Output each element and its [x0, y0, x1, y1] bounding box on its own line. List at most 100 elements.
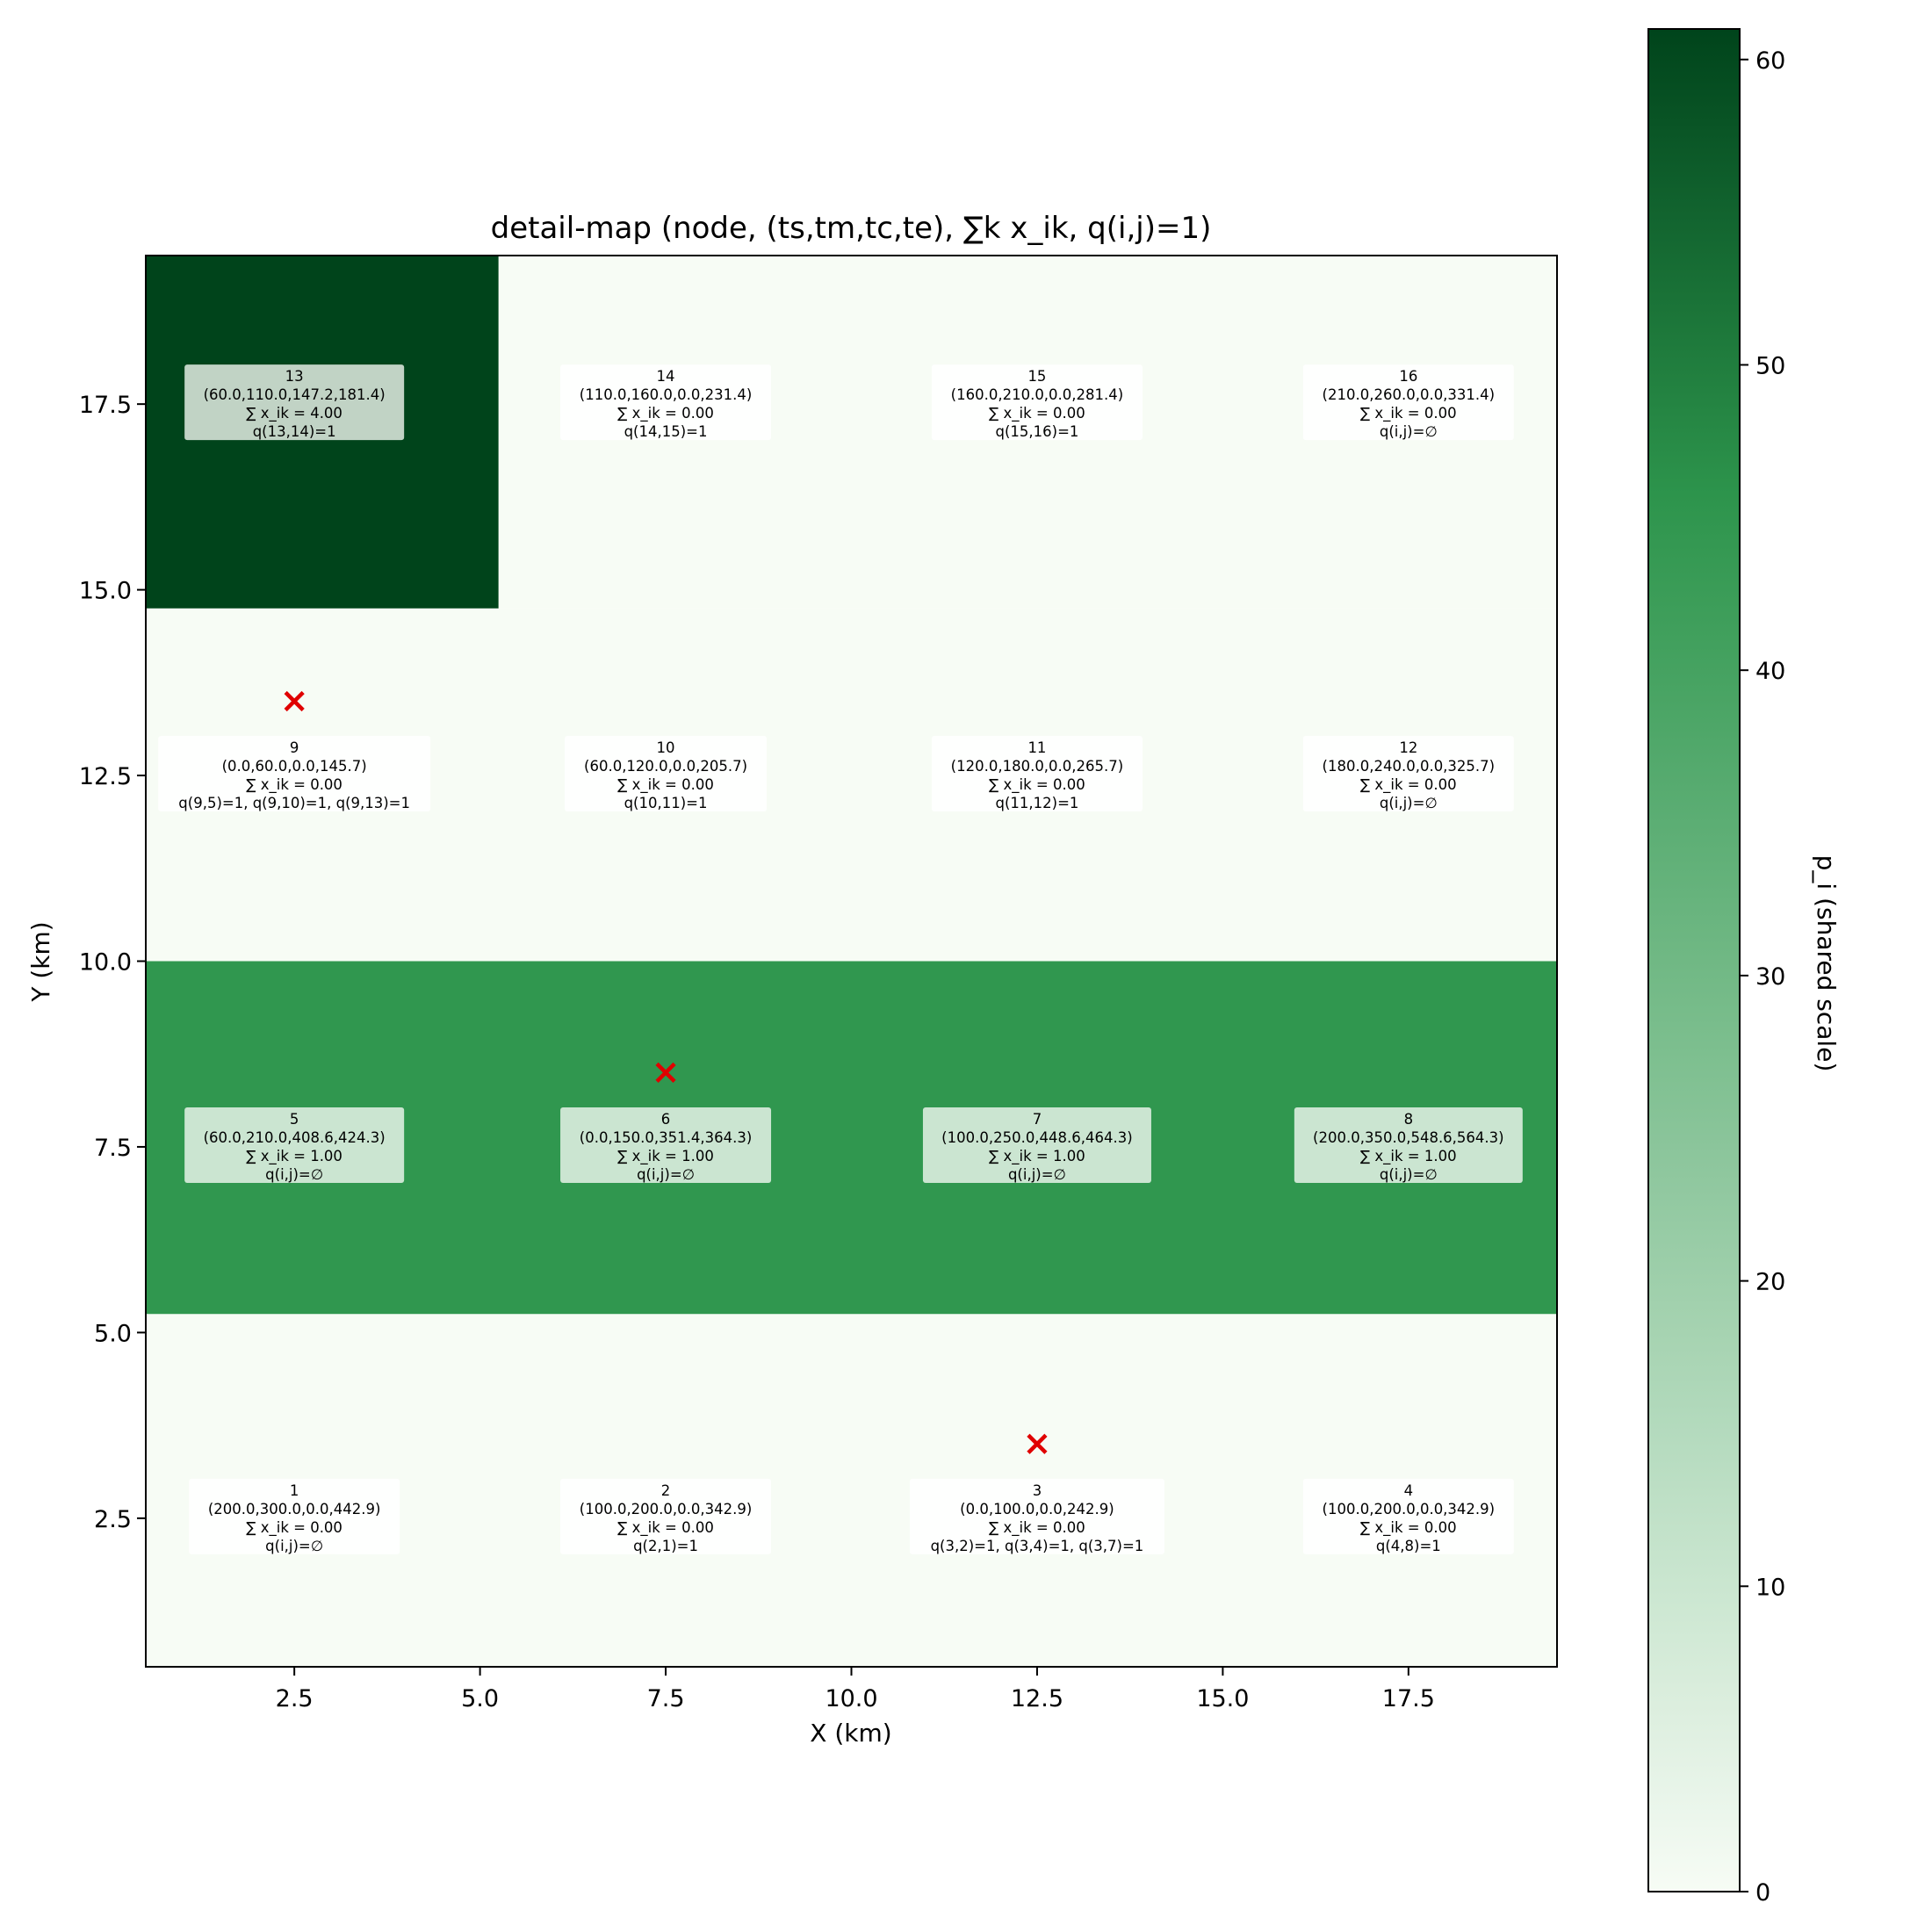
node-label-8: 8(200.0,350.0,548.6,564.3) ∑ x_ik = 1.00q…	[1294, 1107, 1523, 1183]
node-label-box	[1302, 1478, 1514, 1554]
node-label-2: 2 (100.0,200.0,0.0,342.9) ∑ x_ik = 0.00q(2…	[560, 1478, 772, 1554]
x-tick-label: 7.5	[647, 1685, 685, 1712]
node-label-line: 11	[1027, 739, 1046, 756]
node-label-line: ∑ x_ik = 0.00	[989, 405, 1085, 422]
node-label-line: q(i,j)=∅	[637, 1166, 695, 1183]
node-label-line: q(i,j)=∅	[1008, 1166, 1066, 1183]
plot-area: 1(200.0,300.0,0.0,442.9)∑ x_ik = 0.00q(i…	[145, 255, 1558, 1668]
node-label-line: q(14,15)=1	[624, 423, 708, 440]
node-label-line: ∑ x_ik = 1.00	[989, 1148, 1085, 1165]
node-label-line: 9	[290, 739, 299, 756]
node-label-line: 13	[285, 368, 304, 385]
colorbar-tick-label: 40	[1755, 658, 1785, 685]
node-label-line: 5	[290, 1111, 299, 1128]
x-tick-label: 15.0	[1196, 1685, 1249, 1712]
colorbar-tick-label: 20	[1755, 1269, 1785, 1296]
node-label-15: 15(160.0,210.0,0.0,281.4) ∑ x_ik = 0.00q(…	[931, 364, 1143, 441]
node-label-11: 11 (120.0,180.0,0.0,265.7)∑ x_ik = 0.00q(…	[931, 736, 1143, 812]
node-label-box	[184, 364, 405, 441]
node-label-line: 6	[661, 1111, 671, 1128]
colorbar-tick-label: 10	[1755, 1574, 1785, 1601]
node-label-line: q(i,j)=∅	[1380, 795, 1438, 811]
x-marker-stroke	[1027, 1433, 1048, 1454]
node-label-line: ∑ x_ik = 0.00	[1360, 405, 1457, 422]
y-tick-label: 15.0	[79, 578, 132, 605]
node-label-line: q(15,16)=1	[995, 423, 1078, 440]
x-axis-label: X (km)	[810, 1719, 891, 1748]
node-label-line: ∑ x_ik = 0.00	[1360, 776, 1457, 794]
node-label-16: 16(210.0,260.0,0.0,331.4) ∑ x_ik = 0.00q(…	[1302, 364, 1514, 441]
node-label-6: 6(0.0,150.0,351.4,364.3) ∑ x_ik = 1.00q(i…	[560, 1107, 772, 1183]
colorbar-tick-label: 50	[1755, 352, 1785, 379]
node-label-box	[565, 736, 768, 812]
node-label-7: 7(100.0,250.0,448.6,464.3) ∑ x_ik = 1.00q…	[922, 1107, 1151, 1183]
node-label-line: ∑ x_ik = 0.00	[246, 776, 342, 794]
x-marker-stroke	[655, 1062, 676, 1083]
node-label-box	[922, 1107, 1151, 1183]
node-label-9: 9 (0.0,60.0,0.0,145.7)∑ x_ik = 0.00q(9,5)…	[158, 736, 431, 812]
node-label-line: q(10,11)=1	[624, 795, 708, 811]
node-label-box	[1302, 736, 1514, 812]
node-label-box	[560, 1478, 772, 1554]
node-label-line: (100.0,200.0,0.0,342.9)	[1323, 1501, 1496, 1517]
node-label-line: ∑ x_ik = 1.00	[1360, 1148, 1457, 1165]
node-label-line: (0.0,60.0,0.0,145.7)	[222, 758, 367, 775]
node-label-line: 7	[1033, 1111, 1042, 1128]
x-tick-label: 5.0	[461, 1685, 499, 1712]
node-label-line: q(9,5)=1, q(9,10)=1, q(9,13)=1	[178, 795, 410, 811]
node-label-line: q(i,j)=∅	[1380, 423, 1438, 440]
node-label-line: (60.0,110.0,147.2,181.4)	[204, 386, 386, 403]
node-label-box	[1294, 1107, 1523, 1183]
node-label-line: q(2,1)=1	[633, 1538, 698, 1554]
node-label-line: ∑ x_ik = 0.00	[617, 776, 714, 794]
x-axis: 2.5 5.0 7.5 10.0 12.5 15.0 17.5	[276, 1667, 1435, 1712]
node-label-line: (180.0,240.0,0.0,325.7)	[1323, 758, 1496, 775]
node-label-line: (210.0,260.0,0.0,331.4)	[1323, 386, 1496, 403]
node-label-box	[184, 1107, 405, 1183]
node-label-line: (200.0,350.0,548.6,564.3)	[1313, 1129, 1504, 1146]
x-tick-label: 10.0	[825, 1685, 877, 1712]
y-tick-label: 10.0	[79, 949, 132, 977]
node-label-line: q(3,2)=1, q(3,4)=1, q(3,7)=1	[931, 1538, 1144, 1554]
node-label-line: (120.0,180.0,0.0,265.7)	[951, 758, 1124, 775]
node-label-line: 15	[1027, 368, 1046, 385]
node-label-line: ∑ x_ik = 4.00	[246, 405, 342, 422]
y-axis: 2.5 5.0 7.5 10.0 12.5 15.0 17.5	[79, 392, 146, 1533]
node-label-line: 4	[1404, 1482, 1414, 1499]
node-label-box	[1302, 364, 1514, 441]
node-label-line: (110.0,160.0,0.0,231.4)	[580, 386, 753, 403]
node-label-line: q(13,14)=1	[253, 423, 336, 440]
colorbar-tick-label: 30	[1755, 963, 1785, 991]
node-label-12: 12 (180.0,240.0,0.0,325.7)∑ x_ik = 0.00q(…	[1302, 736, 1514, 812]
node-label-10: 10 (60.0,120.0,0.0,205.7)∑ x_ik = 0.00q(1…	[565, 736, 768, 812]
node-label-line: ∑ x_ik = 0.00	[989, 776, 1085, 794]
node-label-box	[158, 736, 431, 812]
node-label-line: 2	[661, 1482, 671, 1499]
x-marker-stroke	[284, 690, 305, 712]
node-label-1: 1 (200.0,300.0,0.0,442.9) ∑ x_ik = 0.00q(i…	[189, 1478, 400, 1554]
y-tick-label: 5.0	[94, 1320, 132, 1347]
node-label-line: 1	[290, 1482, 299, 1499]
node-label-line: ∑ x_ik = 0.00	[989, 1519, 1085, 1537]
colorbar-tick-label: 60	[1755, 47, 1785, 75]
node-label-box	[931, 736, 1143, 812]
node-label-line: ∑ x_ik = 0.00	[617, 1519, 714, 1537]
node-label-box	[560, 364, 772, 441]
node-label-line: ∑ x_ik = 1.00	[246, 1148, 342, 1165]
node-label-13: 13(60.0,110.0,147.2,181.4) ∑ x_ik = 4.00q…	[184, 364, 405, 441]
node-label-line: q(i,j)=∅	[1380, 1166, 1438, 1183]
node-label-box	[909, 1478, 1164, 1554]
node-label-5: 5(60.0,210.0,408.6,424.3) ∑ x_ik = 1.00q(…	[184, 1107, 405, 1183]
node-label-line: 12	[1399, 739, 1417, 756]
y-tick-label: 2.5	[94, 1506, 132, 1533]
y-tick-label: 17.5	[79, 392, 132, 419]
colorbar-bar	[1647, 28, 1741, 1892]
node-label-line: ∑ x_ik = 0.00	[617, 405, 714, 422]
x-tick-label: 17.5	[1382, 1685, 1435, 1712]
node-label-line: (100.0,200.0,0.0,342.9)	[580, 1501, 753, 1517]
node-label-line: q(i,j)=∅	[265, 1538, 323, 1554]
node-label-line: q(4,8)=1	[1376, 1538, 1441, 1554]
node-label-line: 3	[1033, 1482, 1042, 1499]
node-label-line: 8	[1404, 1111, 1414, 1128]
